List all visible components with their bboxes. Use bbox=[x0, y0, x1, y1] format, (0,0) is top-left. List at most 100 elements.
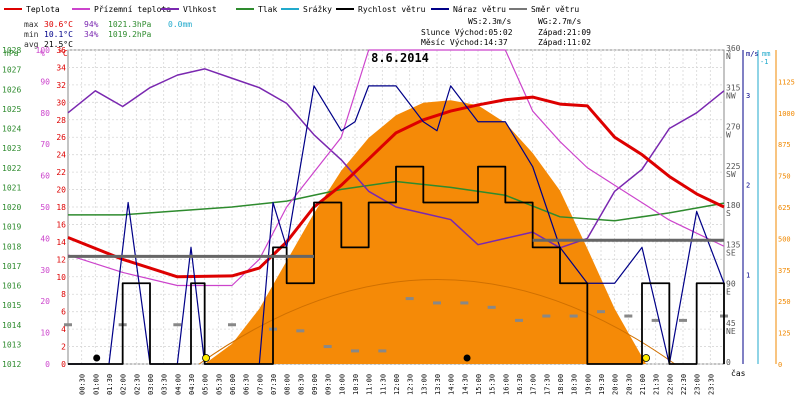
hpa-tick: 1019 bbox=[2, 223, 21, 232]
degc-tick: 8 bbox=[61, 290, 66, 299]
wind-dir-mark bbox=[173, 323, 182, 327]
pct-tick: 40 bbox=[40, 234, 50, 243]
wind-dir-mark bbox=[487, 305, 496, 309]
ms-tick: 1 bbox=[746, 271, 750, 279]
wind-dir-mark bbox=[624, 314, 633, 318]
dir-tick-compass: N bbox=[726, 52, 731, 61]
dir-tick-value: 225 bbox=[726, 162, 741, 171]
info-moon-rise: Měsíc Východ:14:37 bbox=[421, 38, 508, 47]
axes: 1012101310141015101610171018101910201021… bbox=[2, 44, 795, 395]
pct-tick: 100 bbox=[36, 46, 51, 55]
info-sun-set: Západ:21:09 bbox=[538, 28, 591, 37]
x-tick: 06:00 bbox=[229, 374, 237, 395]
pct-tick: 20 bbox=[40, 297, 50, 306]
mm-tick: 750 bbox=[778, 173, 791, 181]
degc-tick: 16 bbox=[56, 220, 66, 229]
mm-tick: 125 bbox=[778, 330, 791, 338]
degc-tick: 14 bbox=[56, 238, 66, 247]
x-tick: 11:30 bbox=[379, 374, 387, 395]
hpa-tick: 1014 bbox=[2, 321, 21, 330]
x-tick: 20:00 bbox=[612, 374, 620, 395]
wind-dir-mark bbox=[64, 323, 72, 327]
ms-tick: 2 bbox=[746, 182, 750, 190]
info-ws: WS:2.3m/s bbox=[468, 17, 512, 26]
pct-tick: 90 bbox=[40, 77, 50, 86]
dir-tick-value: 315 bbox=[726, 83, 741, 92]
temperature-line bbox=[67, 95, 725, 279]
hpa-unit-label: hPa bbox=[4, 49, 19, 58]
degc-tick: 10 bbox=[56, 273, 66, 282]
x-tick: 08:30 bbox=[297, 374, 305, 395]
deg-unit-label: ° bbox=[727, 49, 732, 58]
radiation-area bbox=[204, 100, 647, 365]
stats-min-press: 1019.2hPa bbox=[108, 30, 152, 39]
ms-unit-label: m/s bbox=[746, 50, 759, 58]
degc-tick: 12 bbox=[56, 255, 66, 264]
wind-dir-mark bbox=[597, 310, 605, 314]
mm-unit-label: mm bbox=[762, 50, 770, 58]
stats-max-hum: 94% bbox=[84, 20, 99, 29]
x-tick: 13:00 bbox=[420, 374, 428, 395]
wind-dir-mark bbox=[515, 318, 523, 322]
hpa-tick: 1017 bbox=[2, 262, 21, 271]
hpa-tick: 1021 bbox=[2, 183, 21, 192]
wind-dir-mark bbox=[378, 349, 387, 353]
stats-min-hum: 34% bbox=[84, 30, 99, 39]
hpa-tick: 1028 bbox=[2, 46, 21, 55]
mm-tick: 375 bbox=[778, 267, 791, 275]
stats-min-temp: 10.1°C bbox=[44, 30, 73, 39]
wind-dir-mark bbox=[296, 329, 305, 333]
x-tick: 21:00 bbox=[639, 374, 647, 395]
dir-tick-value: 45 bbox=[726, 319, 736, 328]
pct-tick: 70 bbox=[40, 140, 50, 149]
mm-tick: 1000 bbox=[778, 110, 795, 118]
dir-tick-value: 180 bbox=[726, 201, 741, 210]
degc-tick: 34 bbox=[56, 63, 66, 72]
hpa-tick: 1023 bbox=[2, 144, 21, 153]
dir-tick-compass: NW bbox=[726, 91, 736, 100]
dir-tick-compass: S bbox=[726, 209, 731, 218]
ground-temp-line bbox=[67, 49, 725, 287]
wind-dir-mark bbox=[679, 318, 687, 322]
x-tick: 01:00 bbox=[92, 374, 100, 395]
stats-max-press: 1021.3hPa bbox=[108, 20, 152, 29]
legend-label: Vlhkost bbox=[183, 5, 217, 14]
hpa-tick: 1012 bbox=[2, 360, 21, 369]
sunset-marker bbox=[642, 354, 650, 362]
dir-tick-value: 135 bbox=[726, 240, 741, 249]
degc-tick: 26 bbox=[56, 133, 66, 142]
dir-tick-compass: NE bbox=[726, 327, 736, 336]
stats-min-label: min bbox=[24, 30, 39, 39]
degc-tick: 4 bbox=[61, 325, 66, 334]
x-tick: 21:30 bbox=[653, 374, 661, 395]
mm-tick: 1125 bbox=[778, 78, 795, 86]
x-tick: 15:00 bbox=[475, 374, 483, 395]
x-tick: 15:30 bbox=[489, 374, 497, 395]
hpa-tick: 1016 bbox=[2, 282, 21, 291]
legend-label: Tlak bbox=[258, 5, 277, 14]
degc-tick: 28 bbox=[56, 116, 66, 125]
x-tick: 05:30 bbox=[215, 374, 223, 395]
x-tick: 09:30 bbox=[325, 374, 333, 395]
dir-tick-compass: SE bbox=[726, 248, 736, 257]
hpa-tick: 1018 bbox=[2, 242, 21, 251]
pct-tick: 60 bbox=[40, 172, 50, 181]
markers bbox=[93, 354, 650, 362]
hpa-tick: 1022 bbox=[2, 164, 21, 173]
x-tick: 20:30 bbox=[625, 374, 633, 395]
wind-dir-mark bbox=[569, 314, 578, 318]
info-block: WS:2.3m/s WG:2.7m/s Slunce Východ:05:02 … bbox=[421, 17, 591, 47]
x-tick: 11:00 bbox=[366, 374, 374, 395]
x-tick: 08:00 bbox=[284, 374, 292, 395]
degc-tick: 0 bbox=[61, 360, 66, 369]
wind-dir-mark bbox=[542, 314, 551, 318]
dir-tick-compass: SW bbox=[726, 170, 736, 179]
info-wg: WG:2.7m/s bbox=[538, 17, 582, 26]
pct-tick: 50 bbox=[40, 203, 50, 212]
chart-title: 8.6.2014 bbox=[371, 51, 429, 65]
dir-tick-value: 270 bbox=[726, 123, 741, 132]
dir-tick-compass: E bbox=[726, 288, 731, 297]
wind-dir-mark bbox=[228, 323, 236, 327]
dir-tick-value: 0 bbox=[726, 358, 731, 367]
